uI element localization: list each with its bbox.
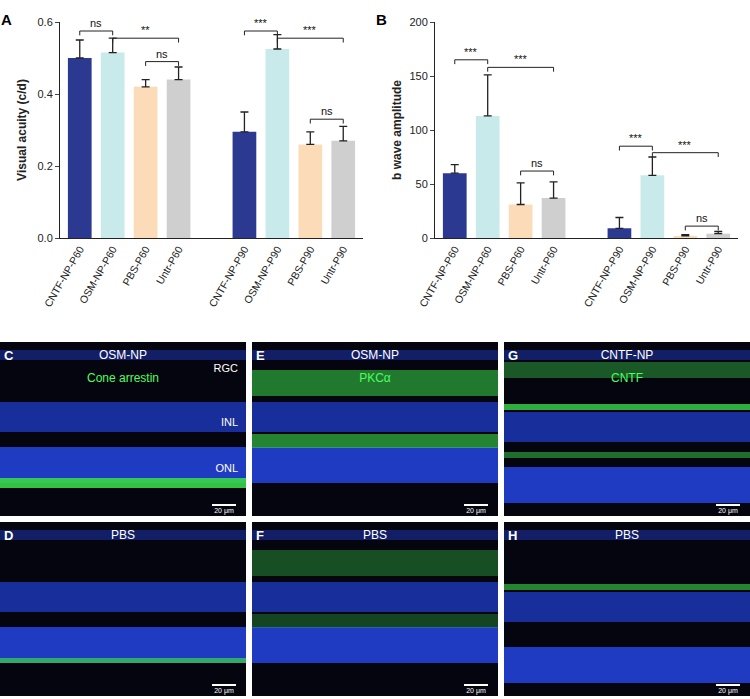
svg-text:OSM-NP-P90: OSM-NP-P90 [241, 244, 284, 306]
svg-text:ns: ns [531, 157, 543, 169]
svg-text:PBS-P60: PBS-P60 [120, 244, 152, 288]
svg-text:ns: ns [90, 17, 102, 29]
svg-text:PBS-P60: PBS-P60 [495, 244, 527, 288]
svg-text:Untr-P60: Untr-P60 [528, 244, 559, 287]
svg-text:200: 200 [409, 16, 427, 28]
svg-text:0.0: 0.0 [38, 232, 53, 244]
svg-text:100: 100 [409, 124, 427, 136]
svg-text:***: *** [678, 139, 692, 151]
svg-text:0.2: 0.2 [38, 160, 53, 172]
svg-text:0: 0 [422, 232, 428, 244]
svg-text:CNTF: CNTF [611, 371, 643, 385]
svg-text:CNTF-NP: CNTF-NP [601, 348, 654, 362]
svg-text:G: G [508, 348, 518, 363]
svg-text:20 μm: 20 μm [214, 687, 234, 695]
svg-text:CNTF-NP-P90: CNTF-NP-P90 [581, 244, 626, 309]
svg-text:Untr-P90: Untr-P90 [693, 244, 724, 287]
svg-text:Visual acuity (c/d): Visual acuity (c/d) [15, 79, 29, 181]
svg-text:Cone arrestin: Cone arrestin [87, 371, 159, 385]
svg-text:ns: ns [321, 105, 333, 117]
svg-text:PBS-P90: PBS-P90 [285, 244, 317, 288]
svg-text:CNTF-NP-P60: CNTF-NP-P60 [417, 244, 462, 309]
svg-text:***: *** [514, 53, 528, 65]
svg-text:A: A [1, 11, 12, 28]
svg-text:C: C [4, 348, 14, 363]
svg-text:20 μm: 20 μm [214, 507, 234, 515]
svg-text:OSM-NP: OSM-NP [351, 348, 399, 362]
svg-text:**: ** [141, 24, 150, 36]
svg-text:ns: ns [156, 48, 168, 60]
svg-text:ONL: ONL [215, 462, 238, 474]
svg-text:CNTF-NP-P60: CNTF-NP-P60 [42, 244, 87, 309]
svg-text:F: F [256, 528, 264, 543]
svg-text:E: E [256, 348, 265, 363]
svg-text:20 μm: 20 μm [718, 687, 738, 695]
svg-text:20 μm: 20 μm [466, 687, 486, 695]
svg-text:OSM-NP-P60: OSM-NP-P60 [451, 244, 494, 306]
svg-text:PKCα: PKCα [359, 371, 391, 385]
svg-text:50: 50 [416, 178, 428, 190]
svg-text:0.4: 0.4 [38, 88, 53, 100]
svg-text:PBS-P90: PBS-P90 [660, 244, 692, 288]
svg-text:***: *** [303, 24, 317, 36]
svg-text:ns: ns [696, 212, 708, 224]
svg-text:OSM-NP: OSM-NP [99, 348, 147, 362]
svg-text:OSM-NP-P60: OSM-NP-P60 [76, 244, 119, 306]
svg-text:20 μm: 20 μm [718, 507, 738, 515]
svg-text:D: D [4, 528, 13, 543]
svg-text:20 μm: 20 μm [466, 507, 486, 515]
svg-text:B: B [376, 11, 387, 28]
svg-text:Untr-P60: Untr-P60 [153, 244, 184, 287]
svg-text:0.6: 0.6 [38, 16, 53, 28]
svg-text:***: *** [629, 132, 643, 144]
svg-text:***: *** [464, 46, 478, 58]
svg-text:***: *** [254, 17, 268, 29]
svg-text:150: 150 [409, 70, 427, 82]
svg-text:RGC: RGC [214, 362, 239, 374]
svg-text:OSM-NP-P90: OSM-NP-P90 [616, 244, 659, 306]
svg-text:Untr-P90: Untr-P90 [318, 244, 349, 287]
svg-text:PBS: PBS [363, 528, 387, 542]
svg-text:INL: INL [221, 416, 238, 428]
svg-text:H: H [508, 528, 517, 543]
svg-text:b wave amplitude: b wave amplitude [390, 80, 404, 180]
svg-text:CNTF-NP-P90: CNTF-NP-P90 [206, 244, 251, 309]
svg-text:PBS: PBS [111, 528, 135, 542]
svg-text:PBS: PBS [615, 528, 639, 542]
